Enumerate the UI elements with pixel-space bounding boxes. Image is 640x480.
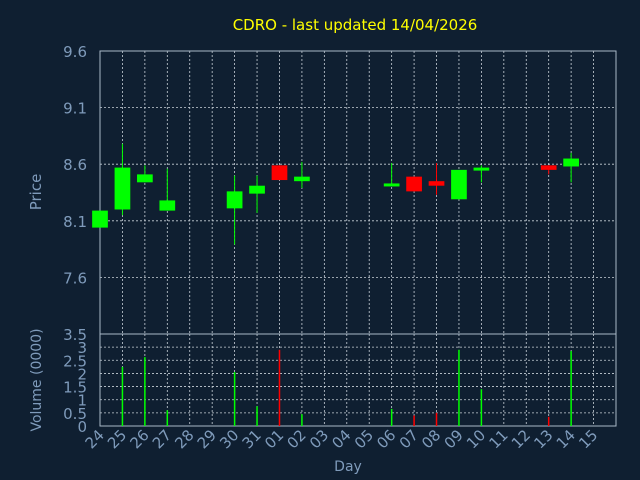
volume-bar (144, 357, 146, 426)
volume-tick-label: 0 (77, 418, 87, 436)
candle-body (226, 191, 243, 209)
chart-title: CDRO - last updated 14/04/2026 (233, 16, 478, 34)
volume-bar (480, 389, 483, 426)
candle-body (271, 165, 288, 181)
candle-body (563, 158, 579, 167)
volume-bar (458, 349, 460, 426)
price-axis-label: Price (27, 174, 45, 211)
candle-body (406, 176, 422, 192)
volume-bar (301, 414, 303, 426)
volume-tick-label: 0.5 (63, 405, 87, 423)
candle-body (540, 165, 557, 170)
volume-bar (390, 408, 393, 426)
candle-body (159, 200, 176, 211)
volume-plot-frame (99, 333, 617, 427)
x-axis-label: Day (334, 459, 362, 475)
candle-body (249, 185, 265, 194)
x-axis-ticks: 2425262728293031010203040506070809101112… (82, 426, 602, 452)
candle-body (451, 169, 467, 200)
candle-body (428, 181, 445, 186)
price-axis-ticks: 7.6 8.1 8.6 9.1 9.6 (63, 43, 87, 287)
volume-tick-label: 1 (77, 392, 87, 410)
volume-bar (278, 349, 281, 426)
volume-tick-label: 3.5 (63, 326, 87, 344)
candle-body (137, 174, 153, 183)
volume-axis-ticks: 00.511.522.533.5 (63, 326, 87, 436)
candle-body (294, 176, 310, 182)
volume-axis-label: Volume (0000) (29, 328, 45, 431)
volume-bar (413, 415, 415, 426)
volume-bar (121, 366, 124, 426)
candle-body (92, 210, 108, 228)
candle-body (383, 183, 400, 187)
volume-bar (166, 410, 169, 426)
price-tick-label: 8.6 (63, 156, 87, 174)
volume-tick-label: 2 (77, 365, 87, 383)
candle-body (114, 167, 131, 210)
price-tick-label: 9.6 (63, 43, 87, 61)
price-tick-label: 8.1 (63, 213, 87, 231)
candle-body (473, 167, 490, 171)
volume-bar (256, 406, 258, 426)
volume-bar (435, 412, 438, 426)
volume-bar (233, 372, 236, 426)
price-tick-label: 9.1 (63, 100, 87, 118)
volume-tick-label: 3 (77, 339, 87, 357)
volume-bars (121, 349, 572, 426)
price-tick-label: 7.6 (63, 269, 87, 287)
candlesticks (92, 143, 579, 245)
volume-tick-label: 1.5 (63, 379, 87, 397)
volume-bar (547, 416, 550, 426)
volume-tick-label: 2.5 (63, 352, 87, 370)
volume-bar (570, 351, 572, 426)
